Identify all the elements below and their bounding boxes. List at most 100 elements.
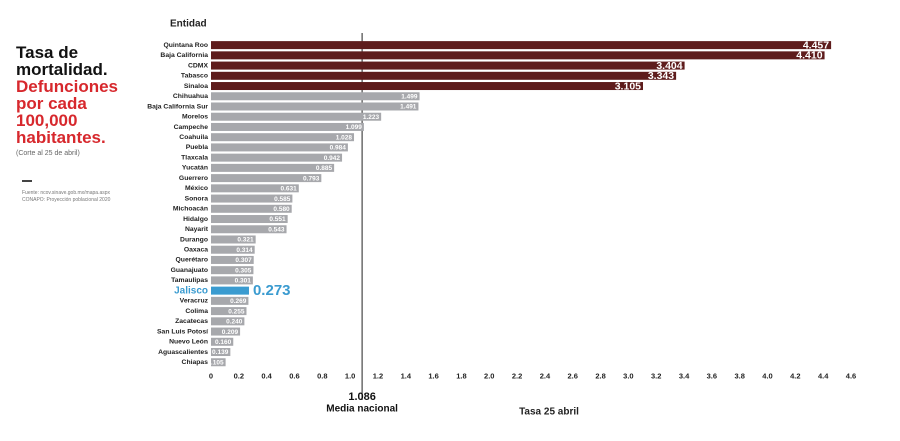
category-label: Veracruz <box>180 298 209 305</box>
bar <box>211 82 643 91</box>
category-label: Sonora <box>185 195 209 202</box>
bar <box>211 92 420 101</box>
bar <box>211 41 832 50</box>
value-label: 1.499 <box>401 93 418 100</box>
x-tick-label: 0.2 <box>234 371 244 380</box>
value-label: 0.301 <box>235 278 252 285</box>
value-label: 1.028 <box>336 134 353 141</box>
bar <box>211 112 382 121</box>
x-tick-label: 3.6 <box>707 371 717 380</box>
value-label: 0.984 <box>330 145 347 152</box>
x-tick-label: 3.0 <box>623 371 633 380</box>
bar <box>211 245 255 254</box>
bar <box>211 153 343 162</box>
bar <box>211 51 825 60</box>
x-tick-label: 3.2 <box>651 371 661 380</box>
value-label: 1.223 <box>363 114 380 121</box>
bar <box>211 194 293 203</box>
value-label: 0.321 <box>237 237 254 244</box>
category-label: Guerrero <box>179 175 208 182</box>
bar <box>211 348 231 357</box>
category-label: Campeche <box>174 124 209 131</box>
bar <box>211 143 348 152</box>
x-tick-label: 2.2 <box>512 371 522 380</box>
category-label: Nuevo León <box>169 339 208 346</box>
category-label: Jalisco <box>174 285 208 296</box>
bar <box>211 337 234 346</box>
bar <box>211 163 335 172</box>
category-label: Quintana Roo <box>163 42 208 49</box>
bar <box>211 133 355 142</box>
category-label: Guanajuato <box>171 267 208 274</box>
category-label: Tlaxcala <box>181 154 208 161</box>
value-label: 0.139 <box>212 349 229 356</box>
value-label: 4.410 <box>796 50 822 62</box>
value-label: 0.543 <box>268 226 285 233</box>
bar <box>211 204 292 213</box>
category-label: Chihuahua <box>173 93 208 100</box>
category-label: Aguascalientes <box>158 349 208 356</box>
bar <box>211 102 419 111</box>
value-label: 3.404 <box>656 60 682 72</box>
value-label: 0.240 <box>226 319 243 326</box>
value-label: 0.942 <box>324 155 341 162</box>
source: CONAPO: Proyección poblacional 2020 <box>22 197 111 203</box>
category-label: Chiapas <box>182 359 209 366</box>
category-label: Querétaro <box>176 257 208 264</box>
bar <box>211 358 226 367</box>
category-label: Baja California <box>160 52 208 59</box>
x-tick-label: 2.6 <box>568 371 578 380</box>
x-tick-label: 1.0 <box>345 371 355 380</box>
value-label: 0.105 <box>207 359 224 366</box>
value-label: 3.105 <box>615 80 641 92</box>
category-label: Michoacán <box>173 206 208 213</box>
value-label: 0.305 <box>235 267 252 274</box>
note: (Corte al 25 de abril) <box>16 150 80 157</box>
x-axis-label: Tasa 25 abril <box>519 407 579 418</box>
value-label: 4.457 <box>803 39 829 51</box>
x-tick-label: 4.0 <box>762 371 772 380</box>
bar <box>211 184 299 193</box>
category-label: Durango <box>180 236 208 243</box>
category-label: San Luis Potosí <box>157 328 209 335</box>
category-label: CDMX <box>188 62 208 69</box>
value-label: 3.343 <box>648 70 674 82</box>
category-label: Tamaulipas <box>171 277 208 284</box>
bar <box>211 296 249 305</box>
x-tick-label: 2.4 <box>540 371 551 380</box>
category-label: Morelos <box>182 114 208 121</box>
bar <box>211 122 364 131</box>
category-label: Tabasco <box>181 73 208 80</box>
reference-value: 1.086 <box>348 391 376 403</box>
x-tick-label: 1.6 <box>428 371 438 380</box>
category-label: Sinaloa <box>184 83 208 90</box>
category-label: México <box>185 185 208 192</box>
value-label: 0.209 <box>222 329 239 336</box>
bar <box>211 215 288 224</box>
bar <box>211 286 249 295</box>
bar <box>211 266 254 275</box>
bar <box>211 307 247 316</box>
bar <box>211 71 677 80</box>
category-label: Hidalgo <box>183 216 208 223</box>
value-label: 0.631 <box>281 186 298 193</box>
x-tick-label: 3.8 <box>734 371 744 380</box>
value-label: 0.585 <box>274 196 291 203</box>
x-tick-label: 0.4 <box>261 371 272 380</box>
x-tick-label: 2.0 <box>484 371 494 380</box>
value-label: 0.580 <box>273 206 290 213</box>
x-tick-label: 4.6 <box>846 371 856 380</box>
value-label: 0.307 <box>235 257 252 264</box>
value-label: 0.551 <box>269 216 286 223</box>
value-label: 0.793 <box>303 175 320 182</box>
subtitle: Defunciones por cada 100,000 habitantes. <box>16 77 119 147</box>
value-label: 0.269 <box>230 298 247 305</box>
bar <box>211 255 254 264</box>
x-tick-label: 3.4 <box>679 371 690 380</box>
x-tick-label: 1.8 <box>456 371 466 380</box>
category-axis-label: Entidad <box>170 19 207 30</box>
reference-label: Media nacional <box>326 404 398 415</box>
category-label: Yucatán <box>182 165 208 172</box>
